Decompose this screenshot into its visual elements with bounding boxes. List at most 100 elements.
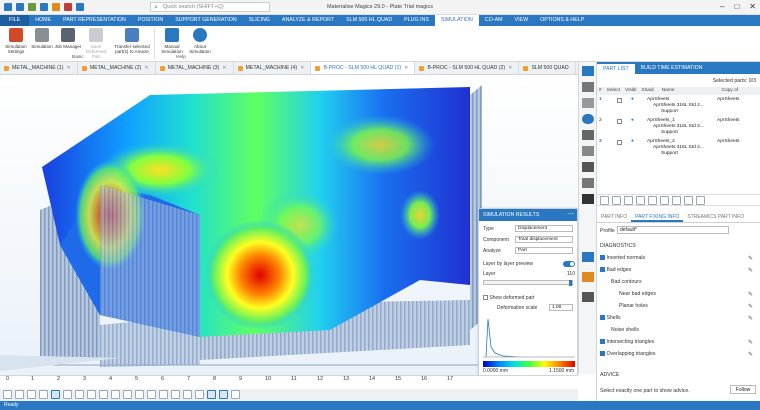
diag-checkbox[interactable] <box>600 339 605 345</box>
simulation-button[interactable]: Simulation <box>28 28 56 49</box>
doc-tab[interactable]: METAL_MACHINE (1) ✕ <box>0 62 78 74</box>
analyze-select[interactable]: Part <box>515 247 573 254</box>
streamics-icon[interactable] <box>582 292 594 302</box>
transparency-icon[interactable] <box>183 390 192 399</box>
sphere-icon[interactable] <box>582 114 594 124</box>
eye-icon[interactable]: ● <box>631 139 634 144</box>
cube-icon[interactable] <box>582 146 594 156</box>
sort-icon[interactable] <box>696 196 705 205</box>
add-part-icon[interactable] <box>600 196 609 205</box>
doc-tab-active[interactable]: B-PROC - SLM 500 HL QUAD (1) ✕ <box>311 62 416 74</box>
wrench-icon[interactable]: ✎ <box>747 316 753 322</box>
measure-icon[interactable] <box>123 390 132 399</box>
menu-view[interactable]: VIEW <box>514 17 529 23</box>
open-file-icon[interactable] <box>28 3 36 11</box>
menu-slicing[interactable]: SLICING <box>248 17 270 23</box>
wrench-icon[interactable]: ✎ <box>747 256 753 262</box>
eye-icon[interactable]: ● <box>631 97 634 102</box>
box-select-icon[interactable] <box>582 98 594 108</box>
view-cube-icon[interactable] <box>3 390 12 399</box>
close-icon[interactable]: ✕ <box>66 65 71 71</box>
wrench-icon[interactable]: ✎ <box>747 304 753 310</box>
camera-icon[interactable] <box>195 390 204 399</box>
doc-tab[interactable]: SLM 500 QUAD <box>519 62 576 74</box>
type-select[interactable]: Displacement <box>515 225 573 232</box>
doc-tab[interactable]: B-PROC - SLM 500 HL QUAD (2) ✕ <box>415 62 520 74</box>
menu-analyze-report[interactable]: ANALYZE & REPORT <box>281 17 335 23</box>
ungroup-icon[interactable] <box>648 196 657 205</box>
wrench-icon[interactable]: ✎ <box>747 352 753 358</box>
tab-build-time[interactable]: BUILD TIME ESTIMATION <box>640 65 703 71</box>
menu-file[interactable]: FILE <box>0 15 30 26</box>
triangle-mode-icon[interactable] <box>207 390 216 399</box>
part-select-checkbox[interactable] <box>617 119 622 124</box>
diag-checkbox[interactable] <box>600 351 605 357</box>
menu-home[interactable]: HOME <box>35 17 52 23</box>
fixing-info-icon[interactable] <box>582 272 594 282</box>
diag-item[interactable]: Shells ✎ <box>597 315 760 327</box>
3d-viewport[interactable] <box>0 75 578 375</box>
part-row[interactable]: 3 ● AprSheets_2 AprSheets AprSheets 316L… <box>599 139 759 160</box>
tab-streamics-part-info[interactable]: STREAMICS PART INFO <box>687 214 744 220</box>
wrench-icon[interactable]: ✎ <box>747 268 753 274</box>
plane-icon[interactable] <box>582 162 594 172</box>
close-icon[interactable]: ✕ <box>300 65 305 71</box>
group-icon[interactable] <box>636 196 645 205</box>
about-simulation-button[interactable]: About Simulation <box>186 28 214 54</box>
duplicate-icon[interactable] <box>624 196 633 205</box>
diag-item[interactable]: Bad edges ✎ <box>597 267 760 279</box>
menu-co-am[interactable]: CO-AM <box>484 17 503 23</box>
show-all-icon[interactable] <box>660 196 669 205</box>
show-deformed-row[interactable]: Show deformed part <box>483 295 534 301</box>
minimize-icon[interactable]: – <box>720 2 725 11</box>
pen-tool-icon[interactable] <box>582 130 594 140</box>
profile-select[interactable]: default* <box>617 226 729 234</box>
document-icon[interactable] <box>582 178 594 188</box>
side-view-icon[interactable] <box>99 390 108 399</box>
diag-item[interactable]: Intersecting triangles ✎ <box>597 339 760 351</box>
job-manager-button[interactable]: Job Manager <box>54 28 82 49</box>
unmark-icon[interactable] <box>159 390 168 399</box>
diag-item[interactable]: Near bad edges ✎ <box>597 291 760 303</box>
maximize-icon[interactable]: □ <box>734 2 740 11</box>
tab-part-fixing-info[interactable]: PART FIXING INFO <box>631 212 684 222</box>
menu-options-help[interactable]: OPTIONS & HELP <box>540 17 585 23</box>
lasso-tool-icon[interactable] <box>582 82 594 92</box>
doc-tab[interactable]: METAL_MACHINE (2) ✕ <box>78 62 156 74</box>
shaded-view-icon[interactable] <box>51 390 60 399</box>
tab-part-list[interactable]: PART LIST <box>597 62 635 74</box>
part-select-checkbox[interactable] <box>617 98 622 103</box>
close-icon[interactable]: ✕ <box>508 65 513 71</box>
new-file-icon[interactable] <box>16 3 24 11</box>
section-icon[interactable] <box>135 390 144 399</box>
doc-tab[interactable]: METAL_MACHINE (3) ✕ <box>156 62 234 74</box>
diag-item[interactable]: Inverted normals ✎ <box>597 255 760 267</box>
redo-icon[interactable] <box>64 3 72 11</box>
diag-item[interactable]: Planar holes ✎ <box>597 303 760 315</box>
diag-checkbox[interactable] <box>600 267 605 273</box>
close-icon[interactable]: ✕ <box>222 65 227 71</box>
diag-item[interactable]: Bad contours <box>597 279 760 291</box>
close-icon[interactable]: ✕ <box>749 2 756 11</box>
layer-slider[interactable] <box>483 280 573 286</box>
more-icon[interactable] <box>231 390 240 399</box>
undo-icon[interactable] <box>52 3 60 11</box>
part-row[interactable]: 2 ● AprSheets_1 AprSheets AprSheets 316L… <box>599 118 759 139</box>
panel-menu-icon[interactable]: ⋯ <box>567 211 574 218</box>
settings-icon[interactable] <box>76 3 84 11</box>
diag-checkbox[interactable] <box>600 255 605 261</box>
wrench-icon[interactable]: ✎ <box>747 340 753 346</box>
menu-position[interactable]: POSITION <box>137 17 164 23</box>
diag-item[interactable]: Noise shells <box>597 327 760 339</box>
front-view-icon[interactable] <box>75 390 84 399</box>
pan-icon[interactable] <box>27 390 36 399</box>
menu-plug-ins[interactable]: PLUG INS <box>404 17 429 23</box>
follow-button[interactable]: Follow <box>730 385 756 394</box>
save-deformed-part-button[interactable]: Save Deformed Part <box>82 28 110 59</box>
zoom-icon[interactable] <box>15 390 24 399</box>
tab-part-info[interactable]: PART INFO <box>601 214 628 220</box>
menu-slm-500[interactable]: SLM 500 HL QUAD <box>346 17 393 23</box>
show-deformed-checkbox[interactable] <box>483 295 488 301</box>
wrench-icon[interactable]: ✎ <box>747 292 753 298</box>
support-view-icon[interactable] <box>219 390 228 399</box>
